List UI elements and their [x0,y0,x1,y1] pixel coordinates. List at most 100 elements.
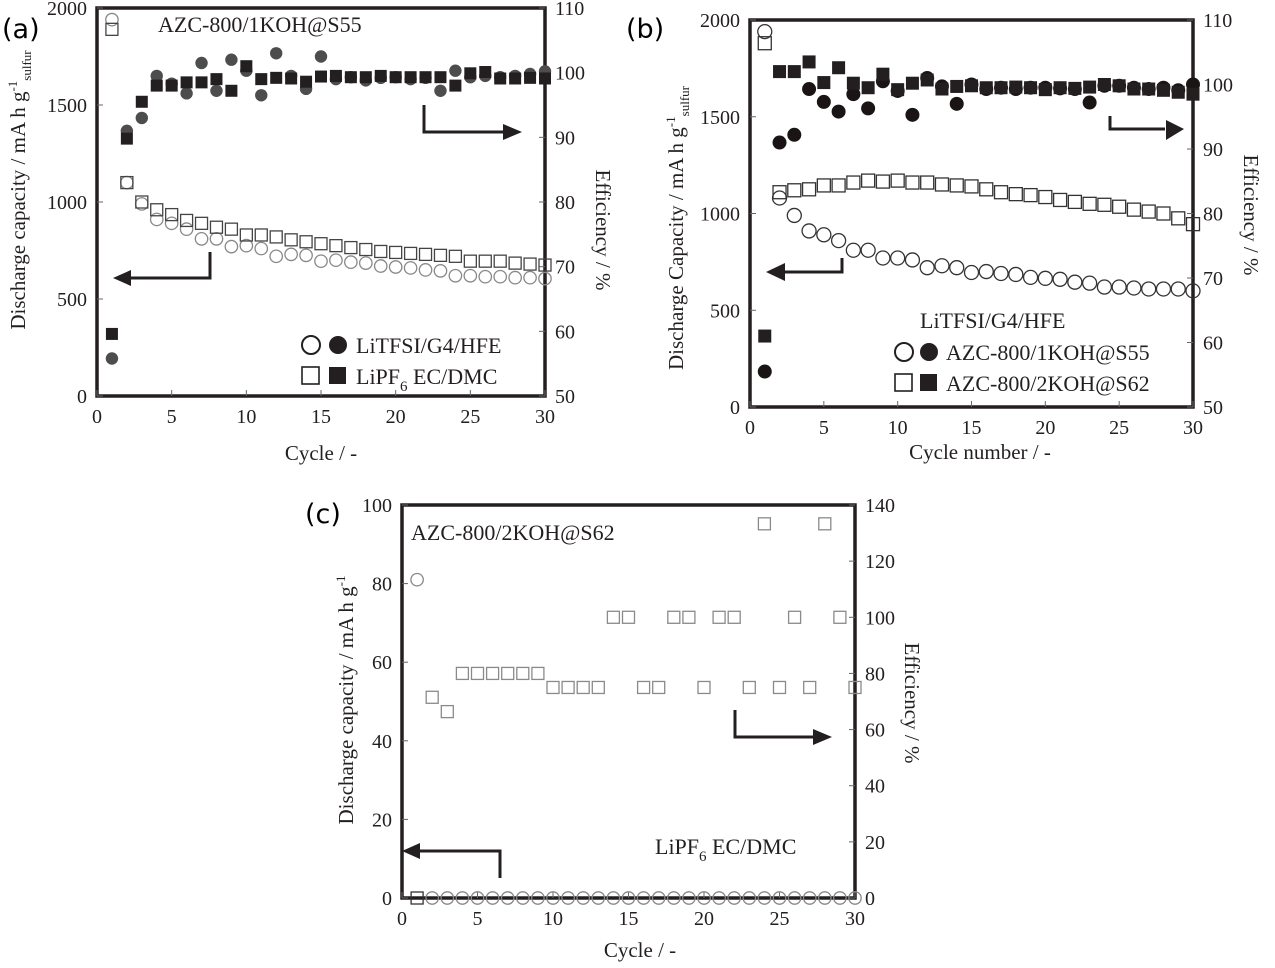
data-point-b-s2 [787,127,802,142]
data-point-b-s1 [1171,211,1186,226]
annotation-electrolyte-c-main: LiPF [655,834,699,859]
data-point-a-s1 [224,222,239,236]
data-point-c-s2 [546,680,560,695]
data-point-c-s2 [440,704,454,719]
y2-tick-label-c: 140 [865,495,895,517]
data-point-a-s1 [299,235,313,249]
data-point-c-s2 [727,610,741,624]
data-point-c-s0 [576,891,591,905]
data-point-a-s2 [195,56,208,70]
data-point-a-s1 [359,242,373,257]
data-point-b-s2 [1082,95,1097,110]
data-point-b-s0 [1155,281,1172,297]
data-point-b-s1 [860,173,876,188]
data-point-a-s3 [419,71,432,84]
data-point-b-s1 [757,36,772,51]
data-point-a-s1 [105,22,119,36]
data-point-a-s1 [344,240,358,255]
data-point-b-s2 [802,82,817,97]
data-point-b-s3 [832,61,846,75]
data-point-a-s0 [448,268,463,283]
chart-title-a: AZC-800/1KOH@S55 [158,12,362,37]
data-point-a-s1 [165,207,179,222]
data-point-b-s0 [1067,274,1083,290]
data-point-b-s0 [786,207,802,224]
y2-tick-label-c: 120 [865,551,895,573]
y-tick-label-c: 20 [372,809,392,831]
data-point-c-s0 [636,891,651,905]
y-tick-label-c: 60 [372,652,392,674]
data-point-a-s1 [150,203,164,217]
legend-b: LiTFSI/G4/HFE AZC-800/1KOH@S55 AZC-800/2… [894,308,1150,396]
data-point-a-s3 [509,72,522,85]
data-point-a-s1 [120,175,134,190]
data-point-b-s3 [876,67,890,81]
y2-tick-label-a: 70 [555,257,575,279]
x-tick-label-c: 15 [619,908,639,930]
data-point-b-s2 [757,364,772,379]
y-tick-label-c: 0 [382,888,392,910]
y2-tick-label-b: 110 [1203,10,1232,32]
data-point-a-s1 [523,257,537,271]
y-axis-title-a-main: Discharge capacity / mA h g [6,91,30,330]
legend-a-filled-circle [329,336,347,354]
data-point-b-s1 [1067,194,1083,210]
data-point-b-s1 [964,179,979,194]
data-point-a-s0 [149,212,164,227]
x-tick-label-a: 30 [535,406,555,428]
y2-tick-label-b: 50 [1203,397,1223,419]
data-point-a-s1 [403,246,418,261]
data-point-b-s3 [1156,83,1170,97]
data-point-b-s1 [934,177,950,192]
data-point-b-s3 [1024,81,1038,95]
data-point-a-s1 [239,228,253,242]
data-point-b-s0 [845,242,862,258]
arrow-right-b [1108,116,1184,140]
data-point-b-s1 [846,175,861,190]
data-point-a-s2 [225,53,238,66]
data-point-a-s2 [105,352,119,365]
data-point-b-s3 [773,65,787,79]
data-point-b-s1 [1008,186,1023,202]
y2-axis-title-b: Efficiency / % [1239,155,1263,276]
data-point-b-s0 [1185,283,1201,299]
data-point-a-s0 [433,264,448,278]
data-point-b-s0 [1096,279,1113,295]
legend-b-open-circle [894,342,914,362]
data-point-c-s0 [742,891,757,905]
x-tick-label-b: 10 [888,417,908,439]
data-point-b-s3 [965,79,978,93]
x-tick-label-a: 10 [236,406,256,428]
y-axis-title-b-main: Discharge Capacity / mA h g [664,127,688,370]
data-point-a-s0 [269,249,284,264]
data-point-b-s0 [771,190,788,206]
data-point-b-s3 [1112,79,1126,93]
x-tick-label-c: 5 [473,908,483,930]
data-point-b-s3 [787,65,801,79]
y2-tick-label-a: 50 [555,386,575,408]
data-point-b-s0 [1008,266,1024,283]
data-point-b-s2 [846,87,861,102]
data-point-b-s3 [758,329,772,343]
data-point-a-s0 [373,259,388,273]
data-point-c-s2 [742,680,756,695]
data-point-a-s0 [508,270,522,285]
y2-tick-label-a: 100 [555,63,585,85]
y-tick-label-a: 1000 [47,192,87,214]
data-point-a-s3 [255,73,268,86]
annotation-electrolyte-c: LiPF6 EC/DMC [655,834,796,865]
data-point-a-s0 [164,216,179,231]
data-point-c-s2 [501,666,515,681]
data-point-a-s1 [508,256,522,270]
data-point-b-s3 [861,81,875,95]
data-point-b-s0 [1052,271,1068,287]
legend-a-label-1-rest: EC/DMC [408,364,498,389]
y2-tick-label-a: 80 [555,192,575,214]
x-tick-label-c: 25 [770,908,790,930]
x-tick-label-a: 25 [460,406,480,428]
marks-b [757,23,1201,379]
data-point-a-s3 [359,71,372,84]
panel-label-b: (b) [626,14,664,45]
x-tick-label-b: 15 [962,417,982,439]
